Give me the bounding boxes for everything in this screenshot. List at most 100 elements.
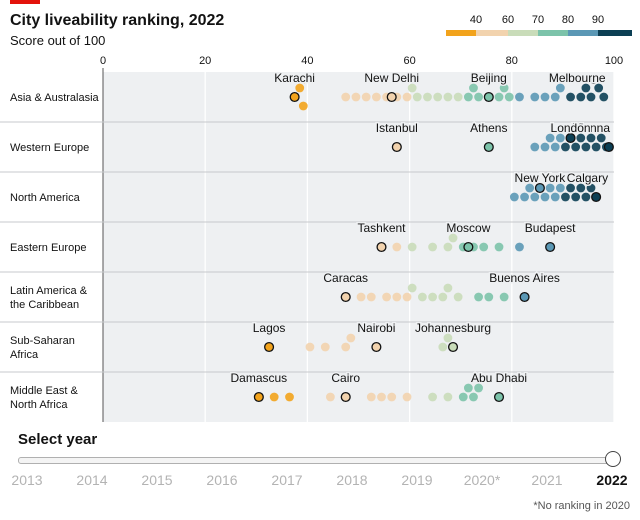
- city-dot: [402, 392, 412, 402]
- city-label: New Delhi: [364, 71, 419, 85]
- city-label: Melbourne: [549, 71, 606, 85]
- highlighted-city-dot: [483, 141, 494, 153]
- x-tick-label: 20: [199, 55, 211, 67]
- city-dot: [387, 392, 397, 402]
- city-label: Damascus: [231, 371, 288, 385]
- highlighted-city-dot: [447, 341, 459, 353]
- city-label: London: [551, 121, 591, 135]
- city-dot: [494, 92, 504, 102]
- city-dot: [530, 142, 540, 152]
- highlighted-city-dot: [463, 241, 474, 253]
- city-label: Moscow: [446, 221, 490, 235]
- city-dot: [269, 392, 279, 402]
- city-dot: [407, 283, 417, 293]
- row-label: the Caribbean: [10, 299, 79, 311]
- city-label: Athens: [470, 121, 507, 135]
- city-dot: [443, 242, 453, 252]
- year-slider-handle[interactable]: [605, 451, 621, 467]
- city-dot: [285, 392, 294, 402]
- city-dot: [371, 92, 381, 102]
- city-dot: [325, 392, 335, 402]
- city-dot: [525, 183, 535, 193]
- city-dot: [469, 83, 478, 93]
- footnote: *No ranking in 2020: [533, 500, 630, 512]
- city-dot: [566, 92, 575, 102]
- city-dot: [566, 183, 575, 193]
- city-dot: [571, 142, 581, 152]
- highlighted-city-dot: [519, 291, 530, 303]
- year-option-2019[interactable]: 2019: [401, 472, 433, 488]
- city-label: Karachi: [274, 71, 315, 85]
- city-dot: [555, 133, 565, 143]
- city-dot: [453, 292, 463, 302]
- city-dot: [443, 333, 453, 343]
- city-dot: [540, 92, 550, 102]
- city-dot: [550, 142, 560, 152]
- city-dot: [504, 92, 514, 102]
- city-dot: [295, 83, 305, 93]
- year-option-2016[interactable]: 2016: [206, 472, 238, 488]
- city-dot: [417, 292, 427, 302]
- row-label: North Africa: [10, 399, 68, 411]
- city-dot: [499, 292, 509, 302]
- year-option-2022[interactable]: 2022: [596, 472, 628, 488]
- legend-swatch: [476, 30, 508, 36]
- city-dot: [423, 92, 432, 102]
- city-dot: [540, 142, 550, 152]
- highlighted-city-dot: [376, 241, 387, 253]
- city-dot: [469, 392, 478, 402]
- city-label: Istanbul: [376, 121, 418, 135]
- city-dot: [474, 292, 483, 302]
- year-option-2015[interactable]: 2015: [141, 472, 173, 488]
- year-option-2013[interactable]: 2013: [11, 472, 43, 488]
- legend-swatch: [538, 30, 568, 36]
- x-tick-label: 40: [301, 55, 313, 67]
- city-dot: [428, 392, 437, 402]
- highlighted-city-dot: [371, 341, 382, 353]
- city-dot: [515, 242, 524, 252]
- city-dot: [448, 233, 458, 243]
- year-option-2017[interactable]: 2017: [271, 472, 303, 488]
- year-option-2020[interactable]: 2020*: [463, 472, 501, 488]
- city-label: Johannesburg: [415, 321, 491, 335]
- highlighted-city-dot: [493, 391, 505, 403]
- row-label: Asia & Australasia: [10, 92, 100, 104]
- city-dot: [366, 292, 376, 302]
- year-option-2021[interactable]: 2021: [531, 472, 563, 488]
- city-dot: [346, 333, 356, 343]
- legend-tick-label: 80: [561, 14, 575, 26]
- city-dot: [443, 92, 453, 102]
- legend-swatch: [508, 30, 538, 36]
- city-dot: [599, 92, 609, 102]
- city-dot: [298, 101, 308, 111]
- city-dot: [366, 392, 376, 402]
- chart-title: City liveability ranking, 2022: [10, 12, 225, 29]
- city-dot: [515, 92, 524, 102]
- year-option-2018[interactable]: 2018: [336, 472, 368, 488]
- city-dot: [361, 92, 371, 102]
- x-tick-label: 60: [403, 55, 415, 67]
- city-dot: [463, 92, 473, 102]
- city-dot: [458, 392, 468, 402]
- highlighted-city-dot: [340, 291, 351, 303]
- year-slider-track[interactable]: [18, 457, 616, 464]
- city-label: Nairobi: [357, 321, 395, 335]
- city-dot: [402, 292, 412, 302]
- city-dot: [555, 83, 565, 93]
- city-dot: [576, 133, 586, 143]
- city-dot: [356, 292, 366, 302]
- city-dot: [596, 133, 606, 143]
- brand-bar: [10, 0, 40, 4]
- city-dot: [594, 83, 604, 93]
- city-dot: [392, 292, 402, 302]
- city-label: Budapest: [525, 221, 576, 235]
- year-option-2014[interactable]: 2014: [76, 472, 108, 488]
- highlighted-city-dot: [565, 132, 576, 144]
- highlighted-city-dot: [340, 391, 351, 403]
- city-dot: [320, 342, 330, 352]
- city-dot: [433, 92, 443, 102]
- city-dot: [540, 192, 550, 202]
- city-dot: [407, 242, 417, 252]
- city-dot: [443, 283, 453, 293]
- city-label: Vienna: [573, 121, 610, 135]
